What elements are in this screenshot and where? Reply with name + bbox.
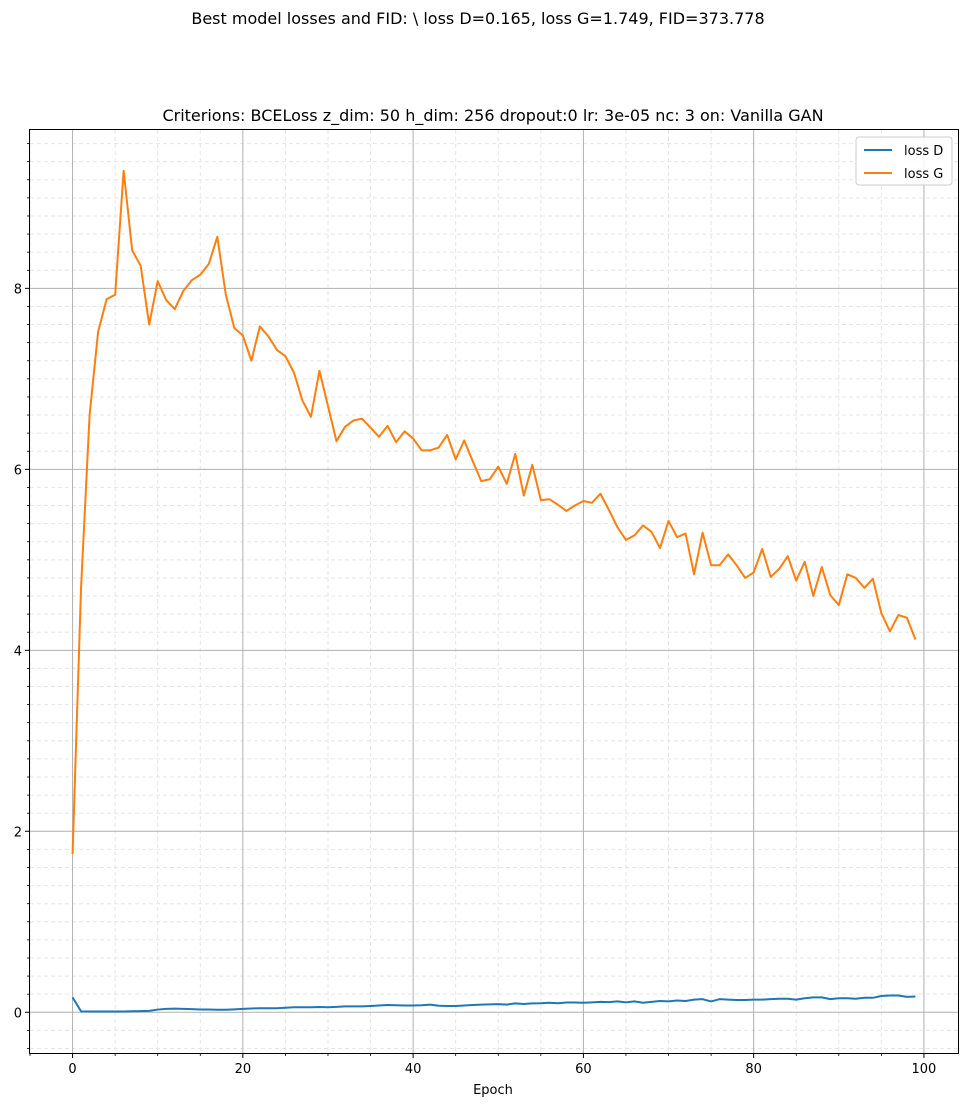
legend-label-loss-g: loss G [904, 167, 943, 182]
series-line-loss-g [71, 169, 917, 855]
y-tick-label: 6 [14, 463, 22, 478]
y-tick-label: 0 [14, 1006, 22, 1021]
series-line-loss-d [71, 994, 916, 1013]
x-tick-label: 60 [575, 1062, 592, 1077]
y-tick-label: 4 [14, 644, 22, 659]
x-tick-label: 20 [235, 1062, 252, 1077]
figure-suptitle: Best model losses and FID: \ loss D=0.16… [191, 9, 764, 28]
x-tick-label: 0 [68, 1062, 76, 1077]
y-tick-label: 8 [14, 282, 22, 297]
chart-title: Criterions: BCELoss z_dim: 50 h_dim: 256… [162, 106, 823, 126]
legend: loss D loss G [855, 136, 953, 186]
x-tick-label: 100 [912, 1062, 937, 1077]
legend-label-loss-d: loss D [904, 144, 943, 159]
x-tick-label: 40 [405, 1062, 422, 1077]
axis-ticks: 0 20 40 60 80 100 0 2 4 6 8 [14, 143, 937, 1077]
y-tick-label: 2 [14, 825, 22, 840]
x-tick-label: 80 [745, 1062, 762, 1077]
minor-grid [29, 130, 958, 1053]
x-axis-label: Epoch [473, 1083, 513, 1098]
plot-frame [29, 129, 959, 1054]
series-layer [71, 169, 917, 1013]
